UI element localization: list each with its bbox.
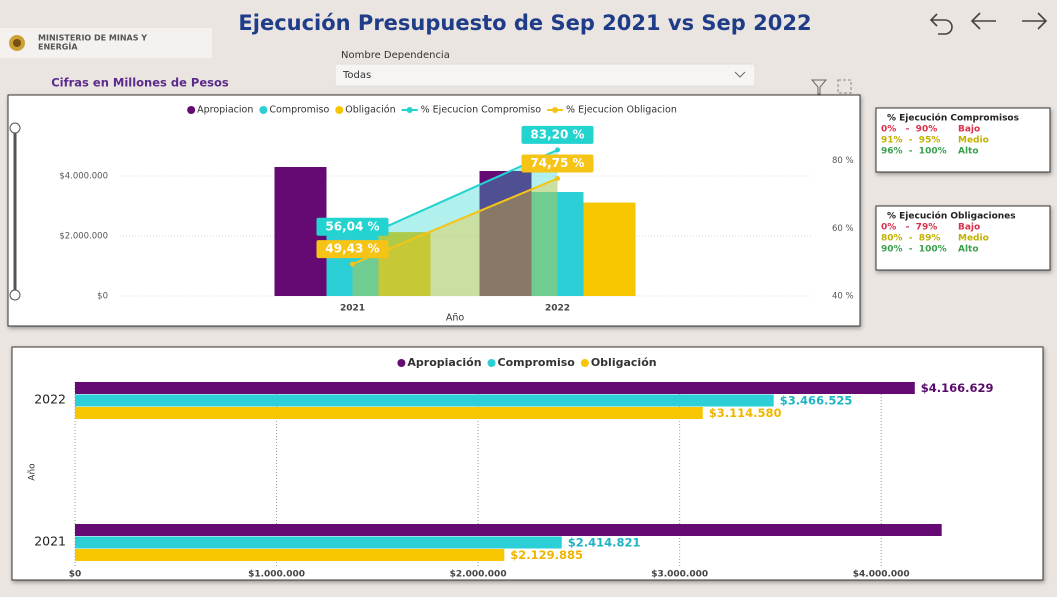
legend-label: Compromiso — [269, 105, 329, 116]
x-tick-label: $2.000.000 — [450, 570, 507, 580]
line-point — [555, 175, 560, 181]
legend: Apropiacion Compromiso Obligación % Ejecuci… — [187, 105, 677, 116]
y2-tick-label: 40 % — [832, 292, 854, 302]
kpi-box — [875, 107, 1051, 173]
kpi-title: % Ejecución Obligaciones — [887, 211, 1016, 222]
slicer-box[interactable] — [334, 63, 756, 87]
data-label: 83,20 % — [530, 127, 584, 141]
bar — [75, 549, 505, 561]
ministry-line: MINISTERIO DE MINAS Y — [38, 34, 147, 43]
slider-handle[interactable] — [9, 289, 21, 301]
bar — [75, 536, 562, 549]
x-tick-label: 2021 — [340, 304, 365, 314]
logo-core — [13, 39, 21, 47]
data-label: $3.114.580 — [709, 406, 782, 420]
legend-label: Compromiso — [498, 356, 576, 369]
bar — [75, 407, 703, 419]
x-tick-label: $3.000.000 — [651, 570, 708, 580]
data-label: 56,04 % — [325, 219, 379, 233]
legend-label: % Ejecucion Compromiso — [421, 105, 542, 116]
prev-icon[interactable] — [970, 12, 996, 30]
kpi-range: 96% - 100% — [881, 147, 947, 157]
legend-marker — [335, 106, 344, 114]
legend-label: % Ejecucion Obligacion — [566, 105, 677, 116]
focus-icon[interactable] — [837, 79, 852, 94]
y2-tick-label: 80 % — [832, 156, 854, 166]
y-tick-label: 2021 — [34, 534, 66, 549]
x-axis-title: Año — [446, 313, 465, 324]
y-tick-label: $2.000.000 — [59, 232, 108, 242]
bar — [75, 524, 942, 536]
data-label: 74,75 % — [530, 156, 584, 170]
kpi-level: Alto — [958, 245, 979, 255]
data-label-box — [316, 240, 389, 259]
y-tick-label: 2022 — [34, 392, 66, 407]
legend-marker — [487, 359, 496, 367]
bar — [479, 171, 532, 296]
data-label: $2.129.885 — [510, 548, 583, 562]
slicer-value[interactable]: Todas — [342, 70, 371, 81]
y-tick-label: $4.000.000 — [59, 172, 108, 182]
back-icon[interactable] — [929, 13, 953, 35]
legend-marker — [552, 107, 559, 113]
bar — [531, 192, 584, 296]
kpi-range: 91% - 95% — [881, 136, 940, 146]
bar — [75, 394, 774, 407]
bar — [75, 382, 915, 394]
data-label: $3.466.525 — [780, 394, 853, 408]
data-label: $4.166.629 — [921, 381, 994, 395]
logo-band — [0, 28, 212, 58]
legend-label: Apropiacion — [197, 105, 253, 116]
kpi-level: Medio — [958, 234, 989, 244]
legend-marker — [259, 106, 268, 114]
legend-marker — [580, 359, 589, 367]
chevron — [734, 71, 746, 78]
nav-icons — [929, 12, 1048, 35]
data-label: 49,43 % — [325, 242, 379, 256]
x-tick-label: $0 — [69, 570, 82, 580]
combo-card — [7, 94, 861, 327]
next-icon[interactable] — [1022, 12, 1048, 30]
legend: Apropiación Compromiso Obligación — [397, 356, 657, 369]
legend-label: Obligación — [345, 105, 395, 116]
line-point — [350, 261, 355, 267]
kpi-level: Medio — [958, 136, 989, 146]
line-point — [555, 147, 560, 153]
data-label-box — [521, 125, 594, 144]
data-label-box — [521, 154, 594, 173]
line-area — [352, 178, 558, 296]
page-title: Ejecución Presupuesto de Sep 2021 vs Sep… — [238, 11, 811, 35]
kpi-range: 0% - 90% — [881, 125, 937, 135]
bar — [583, 202, 636, 296]
legend-label: Apropiación — [407, 356, 481, 369]
legend-marker — [187, 106, 196, 114]
y-axis-title: Año — [28, 463, 38, 481]
legend-label: Obligación — [591, 356, 657, 369]
legend-marker — [397, 359, 406, 367]
x-tick-label: $1.000.000 — [248, 570, 305, 580]
x-tick-label: 2022 — [545, 304, 570, 314]
kpi-range: 90% - 100% — [881, 245, 947, 255]
line-area — [352, 149, 558, 296]
kpi-title: % Ejecución Compromisos — [887, 113, 1019, 124]
data-label-box — [316, 217, 389, 236]
kpi-box — [875, 205, 1051, 271]
y2-tick-label: 60 % — [832, 224, 854, 234]
kpi-level: Alto — [958, 147, 979, 157]
subtitle: Cifras en Millones de Pesos — [51, 76, 229, 90]
kpi-level: Bajo — [958, 125, 980, 135]
ministry-line: ENERGÍA — [38, 41, 78, 52]
slicer-label: Nombre Dependencia — [341, 50, 450, 61]
legend-marker — [406, 107, 413, 113]
data-label: $2.414.821 — [568, 536, 641, 550]
x-tick-label: $4.000.000 — [853, 570, 910, 580]
kpi-range: 80% - 89% — [881, 234, 940, 244]
kpi-range: 0% - 79% — [881, 223, 937, 233]
filter-icon[interactable] — [810, 79, 828, 95]
slider-handle[interactable] — [9, 122, 21, 134]
y-tick-label: $0 — [97, 292, 108, 302]
kpi-level: Bajo — [958, 223, 980, 233]
